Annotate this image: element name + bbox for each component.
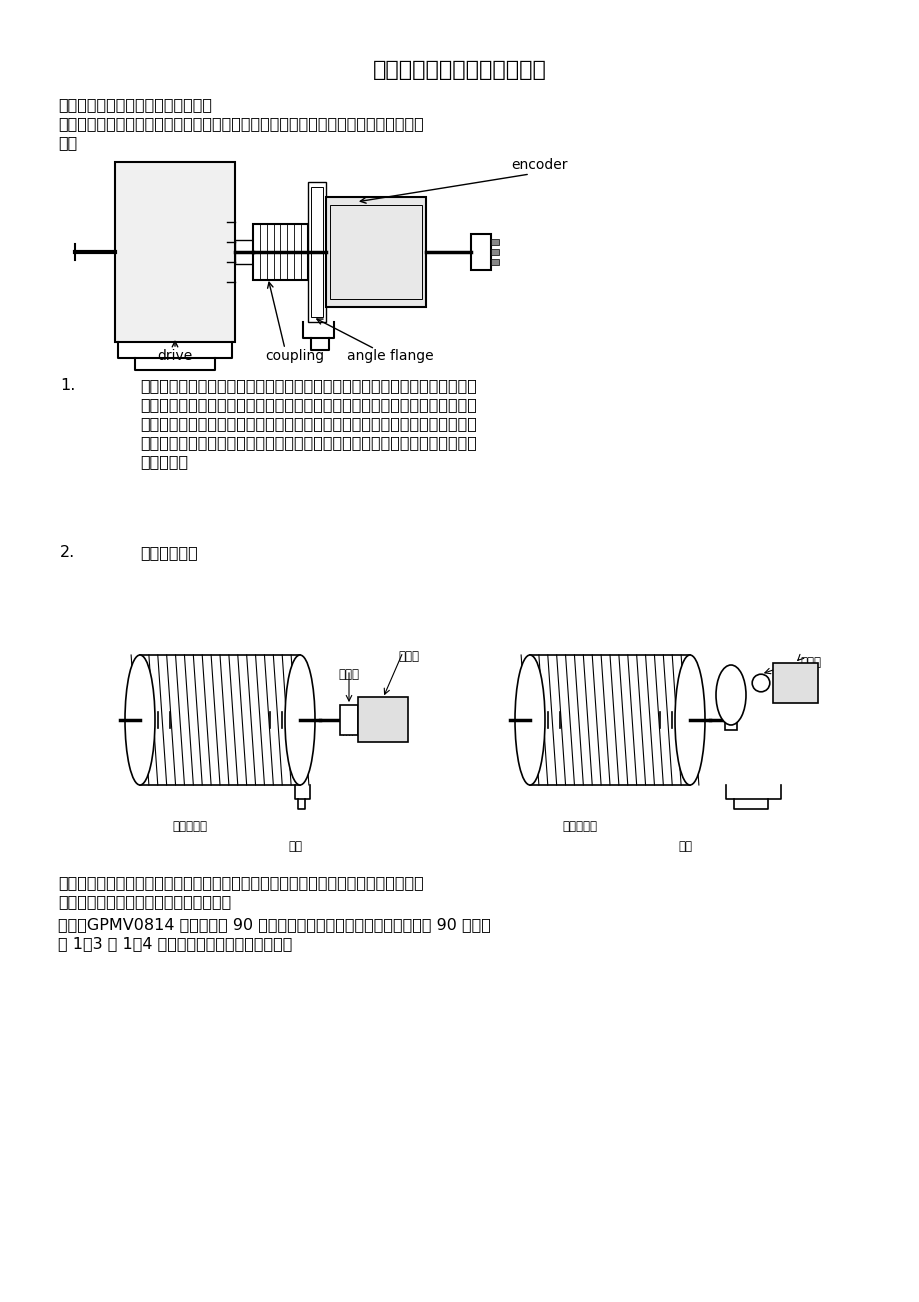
Bar <box>330 204 422 299</box>
Bar <box>311 187 323 316</box>
Ellipse shape <box>125 655 154 785</box>
Text: 高速端安装：安装于动力马达转轴端（或齿轮连接），此方法优点是分辨率高，: 高速端安装：安装于动力马达转轴端（或齿轮连接），此方法优点是分辨率高， <box>140 378 476 393</box>
Ellipse shape <box>515 655 544 785</box>
Text: 而提高分辨率，缺点是运动物体通过减速齿轮后，来回程有齿轮间隙误差，一般: 而提高分辨率，缺点是运动物体通过减速齿轮后，来回程有齿轮间隙误差，一般 <box>140 417 476 431</box>
Text: 另外，GPMV0814 机械转数为 90 圈，用此方法较合理，如果卷筒转数超过 90 圈，可: 另外，GPMV0814 机械转数为 90 圈，用此方法较合理，如果卷筒转数超过 … <box>58 917 491 932</box>
Text: 卷扬提升机: 卷扬提升机 <box>173 820 208 833</box>
Text: 安装于减速齿轮后，如卷扬钢丝绳卷筒的轴端或最后一节减速齿轮轴端，此方法已无齿: 安装于减速齿轮后，如卷扬钢丝绳卷筒的轴端或最后一节减速齿轮轴端，此方法已无齿 <box>58 875 424 891</box>
Bar <box>724 710 736 730</box>
Text: 齿轮组: 齿轮组 <box>783 664 804 677</box>
Bar <box>340 704 357 736</box>
Circle shape <box>752 674 769 691</box>
Text: 绝对值旋转编码器的机械安装有高速端安装、低速端安装、辅助机械装置安装等多种形: 绝对值旋转编码器的机械安装有高速端安装、低速端安装、辅助机械装置安装等多种形 <box>58 116 424 132</box>
Text: 用于单向控制定位。另外编码器直接安装于高速端，马达抖动须较小，不然易损: 用于单向控制定位。另外编码器直接安装于高速端，马达抖动须较小，不然易损 <box>140 435 476 450</box>
Text: 卷扬提升机: 卷扬提升机 <box>562 820 596 833</box>
Text: 2.: 2. <box>60 546 75 560</box>
Text: 绝对值编码器长度测量的应用: 绝对值编码器长度测量的应用 <box>373 60 546 79</box>
Bar <box>491 240 498 245</box>
Text: 低速端安装：: 低速端安装： <box>140 546 198 560</box>
Text: 支架: 支架 <box>288 840 301 853</box>
Text: angle flange: angle flange <box>346 349 433 363</box>
Text: 联轴器: 联轴器 <box>338 668 359 681</box>
Text: coupling: coupling <box>266 349 324 363</box>
Bar <box>325 197 425 307</box>
Bar <box>308 182 325 322</box>
Bar <box>471 234 491 270</box>
Text: 坏编码器。: 坏编码器。 <box>140 454 187 469</box>
Text: 编码器: 编码器 <box>800 656 820 669</box>
Bar <box>491 249 498 255</box>
Text: drive: drive <box>157 349 192 363</box>
Text: 轮来回程间隙，测量较直接，精度较高。: 轮来回程间隙，测量较直接，精度较高。 <box>58 894 231 909</box>
Text: 支架: 支架 <box>677 840 691 853</box>
Bar <box>253 224 308 280</box>
Ellipse shape <box>715 665 745 725</box>
Text: 1.: 1. <box>60 378 75 393</box>
Text: 一．绝对值旋转编码器的机械安装：: 一．绝对值旋转编码器的机械安装： <box>58 98 211 112</box>
Text: 编码器: 编码器 <box>398 650 418 663</box>
Bar <box>491 259 498 266</box>
Bar <box>115 161 234 342</box>
Bar <box>357 697 407 742</box>
Bar <box>234 240 253 264</box>
Text: encoder: encoder <box>511 158 568 172</box>
Text: 由于多圈编码器有４０９６圈，马达转动圈数在此量程范围内，可充分用足量程: 由于多圈编码器有４０９６圈，马达转动圈数在此量程范围内，可充分用足量程 <box>140 397 476 411</box>
Text: 用 1：3 或 1：4 齿轮组调整至转数测量范围内。: 用 1：3 或 1：4 齿轮组调整至转数测量范围内。 <box>58 936 292 950</box>
Bar <box>772 663 817 703</box>
Text: 式。: 式。 <box>58 135 77 150</box>
Ellipse shape <box>675 655 704 785</box>
Ellipse shape <box>285 655 314 785</box>
